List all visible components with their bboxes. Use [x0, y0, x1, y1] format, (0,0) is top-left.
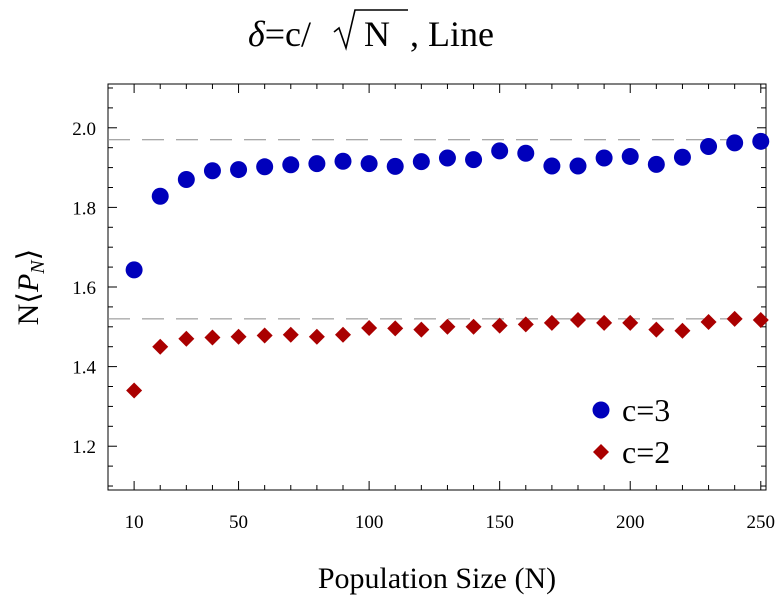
series-c=3 [125, 132, 770, 279]
legend: c=3 c=2 [592, 392, 670, 470]
point-diamond [517, 316, 534, 333]
x-tick-label: 100 [355, 512, 384, 533]
point-circle [230, 161, 248, 179]
axis-ticks [108, 84, 766, 490]
chart-title: δ=c/ N , Line [248, 9, 494, 54]
legend-label-c2: c=2 [622, 434, 670, 470]
y-tick-label: 2.0 [72, 119, 96, 140]
point-diamond [752, 312, 769, 329]
x-tick-label: 10 [125, 512, 144, 533]
point-diamond [256, 327, 273, 344]
y-axis-label-pre: N⟨ [12, 292, 45, 325]
point-diamond [361, 319, 378, 336]
point-diamond [230, 328, 247, 345]
point-diamond [282, 326, 299, 343]
point-circle [647, 155, 665, 173]
title-eq: =c/ [265, 14, 311, 54]
point-diamond [700, 314, 717, 331]
point-diamond [726, 310, 743, 327]
point-circle [700, 137, 718, 155]
point-circle [543, 157, 561, 175]
point-circle [308, 155, 326, 173]
point-diamond [152, 338, 169, 355]
point-diamond [413, 321, 430, 338]
point-circle [334, 152, 352, 170]
title-delta: δ [248, 14, 266, 54]
point-circle [256, 158, 274, 176]
y-tick-label: 1.6 [72, 278, 96, 299]
x-tick-label: 150 [485, 512, 514, 533]
point-circle [517, 144, 535, 162]
data-points [125, 132, 770, 399]
point-diamond [622, 314, 639, 331]
legend-label-c3: c=3 [622, 392, 670, 428]
point-circle [438, 149, 456, 167]
point-circle [203, 162, 221, 180]
legend-marker-c2 [593, 444, 609, 460]
point-circle [491, 142, 509, 160]
point-circle [569, 157, 587, 175]
x-axis-label: Population Size (N) [318, 562, 556, 595]
point-circle [673, 148, 691, 166]
point-circle [282, 156, 300, 174]
point-diamond [178, 330, 195, 347]
point-diamond [674, 322, 691, 339]
point-circle [595, 149, 613, 167]
title-text: δ=c/ [248, 14, 311, 54]
title-suffix: , Line [410, 14, 494, 54]
y-axis-label-p: P [12, 274, 45, 293]
point-diamond [387, 320, 404, 337]
point-circle [386, 157, 404, 175]
point-diamond [570, 312, 586, 329]
x-tick-label: 250 [747, 512, 776, 533]
y-axis-label-post: ⟩ [12, 249, 45, 261]
point-diamond [465, 318, 482, 335]
point-circle [726, 134, 744, 152]
y-axis-label: N⟨PN⟩ [12, 249, 49, 326]
reference-lines [108, 139, 766, 320]
x-tick-label: 200 [616, 512, 645, 533]
point-circle [360, 155, 378, 173]
point-diamond [335, 326, 351, 343]
point-circle [125, 261, 143, 279]
point-diamond [543, 314, 560, 331]
y-axis-label-sub: N [27, 259, 49, 275]
y-tick-label: 1.2 [72, 437, 96, 458]
point-diamond [596, 314, 613, 331]
y-tick-label: 1.4 [72, 358, 96, 379]
point-circle [621, 147, 639, 165]
point-circle [151, 187, 169, 205]
point-circle [465, 151, 483, 169]
point-diamond [308, 328, 325, 345]
title-radicand: N [364, 14, 390, 54]
point-circle [752, 132, 770, 150]
point-diamond [648, 321, 665, 338]
point-diamond [204, 329, 221, 346]
y-tick-labels: 1.2 1.4 1.6 1.8 2.0 [72, 119, 96, 458]
point-circle [177, 171, 195, 189]
point-diamond [126, 382, 143, 399]
point-circle [412, 153, 430, 171]
legend-marker-c3 [592, 401, 610, 419]
x-tick-label: 50 [229, 512, 248, 533]
x-tick-labels: 10 50 100 150 200 250 [125, 512, 775, 533]
point-diamond [439, 318, 456, 335]
point-diamond [491, 317, 508, 334]
sqrt-sign-icon [333, 9, 408, 51]
y-tick-label: 1.8 [72, 198, 96, 219]
plot-frame [107, 83, 767, 491]
series-c=2 [126, 310, 769, 399]
